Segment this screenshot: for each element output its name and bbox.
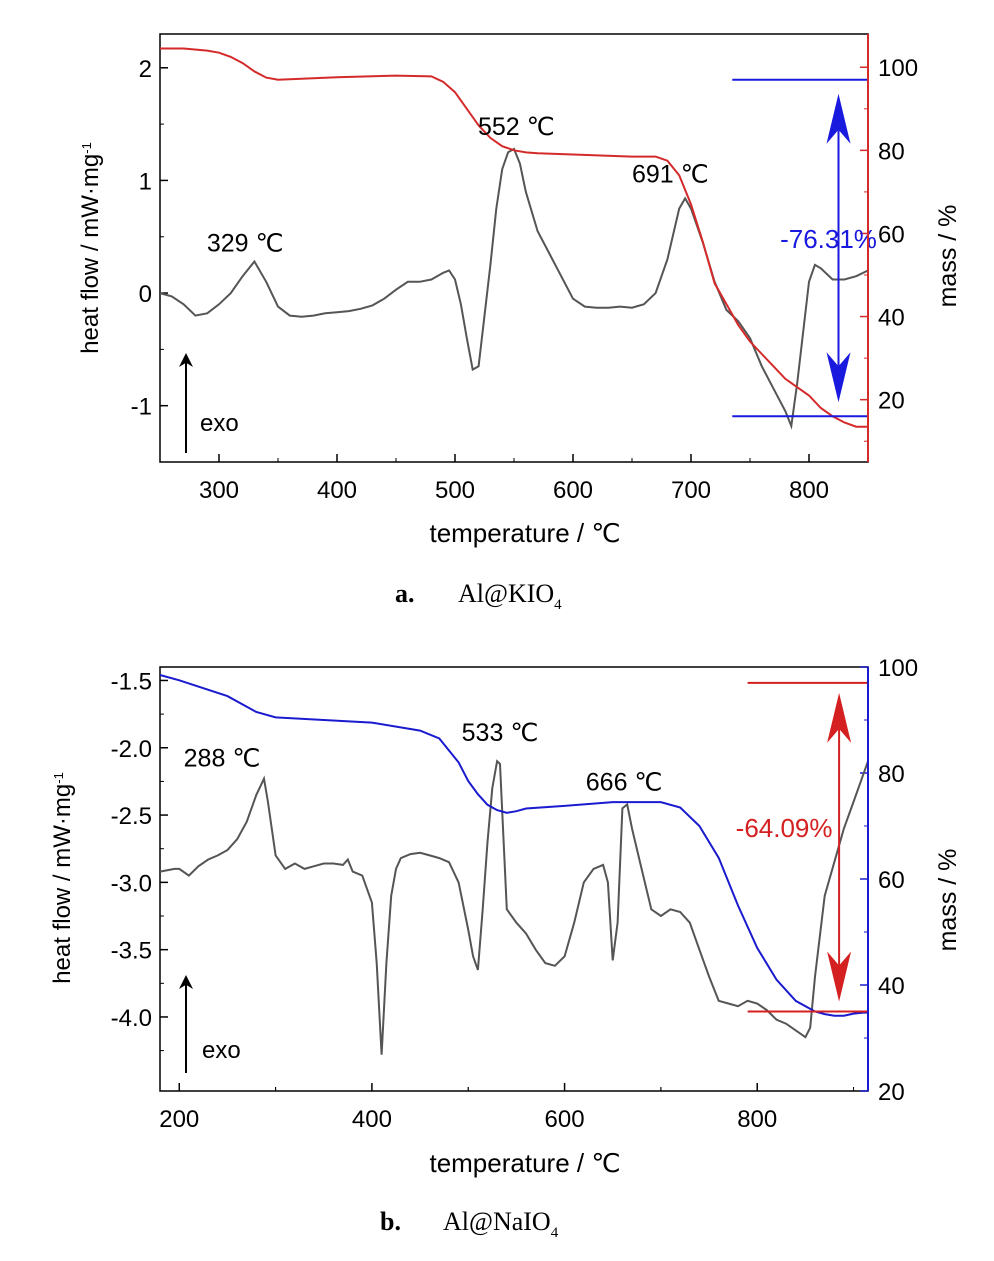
x-tick-label: 300 bbox=[199, 477, 239, 504]
y-right-tick-label: 100 bbox=[878, 55, 918, 82]
caption-b: b. Al@NaIO4 bbox=[380, 1207, 559, 1241]
exo-label: exo bbox=[202, 1037, 241, 1064]
y-axis-left-label: heat flow / mW·mg-1 bbox=[77, 142, 104, 354]
y-axis-right-label: mass / % bbox=[934, 205, 962, 308]
peak-label: 552 ℃ bbox=[478, 113, 555, 141]
x-tick-label: 700 bbox=[671, 477, 711, 504]
y-right-tick-label: 80 bbox=[878, 138, 905, 165]
mass-line bbox=[160, 47, 868, 428]
peak-label: 288 ℃ bbox=[184, 745, 261, 773]
mass-loss-annotation: -76.31% bbox=[732, 78, 877, 418]
y-axis-right: 20 40 60 80 100 bbox=[860, 55, 918, 442]
arrow-down-head bbox=[827, 951, 852, 1002]
x-tick-label: 600 bbox=[545, 1106, 585, 1133]
peak-label: 533 ℃ bbox=[462, 719, 539, 747]
arrow-up-head bbox=[827, 692, 852, 743]
panel-title: Al@KIO4 bbox=[458, 579, 562, 613]
y-left-tick-label: 1 bbox=[139, 168, 152, 195]
mass-line bbox=[159, 674, 868, 1017]
y-axis-right: 20 40 60 80 100 bbox=[860, 655, 918, 1106]
arrow-up-head bbox=[826, 93, 851, 144]
y-axis-left-label: heat flow / mW·mg-1 bbox=[49, 772, 76, 984]
y-axis-left: -4.0 -3.5 -3.0 -2.5 -2.0 -1.5 bbox=[111, 668, 168, 1052]
exo-arrow: exo bbox=[179, 353, 239, 453]
mass-loss-annotation: -64.09% bbox=[736, 681, 868, 1013]
y-left-tick-label: -2.5 bbox=[111, 803, 152, 830]
x-tick-label: 400 bbox=[317, 477, 357, 504]
panel-b: 200 400 600 800 -4.0 -3.5 -3.0 -2.5 -2.0 -1.5 20… bbox=[49, 655, 962, 1241]
y-right-tick-label: 40 bbox=[878, 973, 905, 1000]
panel-label: b. bbox=[380, 1207, 401, 1236]
y-left-tick-label: 2 bbox=[139, 56, 152, 83]
y-axis-right-label: mass / % bbox=[934, 849, 962, 952]
x-tick-label: 600 bbox=[553, 477, 593, 504]
y-left-tick-label: -3.0 bbox=[111, 870, 152, 897]
y-right-tick-label: 40 bbox=[878, 305, 905, 332]
y-left-tick-label: -1 bbox=[131, 394, 152, 421]
heat-flow-line bbox=[159, 147, 869, 430]
x-tick-label: 500 bbox=[435, 477, 475, 504]
x-axis: 200 400 600 800 bbox=[159, 1083, 855, 1133]
x-axis-label: temperature / ℃ bbox=[429, 1148, 620, 1178]
y-left-tick-label: 0 bbox=[139, 281, 152, 308]
mass-loss-label: -64.09% bbox=[736, 813, 833, 843]
peak-label: 691 ℃ bbox=[632, 160, 709, 188]
y-right-tick-label: 20 bbox=[878, 388, 905, 415]
y-left-tick-label: -1.5 bbox=[111, 668, 152, 695]
panel-title: Al@NaIO4 bbox=[443, 1207, 559, 1241]
x-tick-label: 200 bbox=[159, 1106, 199, 1133]
exo-arrow: exo bbox=[179, 975, 241, 1073]
y-axis-left: -1 0 1 2 bbox=[131, 56, 168, 421]
x-tick-label: 800 bbox=[789, 477, 829, 504]
x-tick-label: 800 bbox=[737, 1106, 777, 1133]
x-axis-label: temperature / ℃ bbox=[429, 518, 620, 548]
y-right-tick-label: 20 bbox=[878, 1079, 905, 1106]
y-left-tick-label: -4.0 bbox=[111, 1005, 152, 1032]
x-axis: 300 400 500 600 700 800 bbox=[199, 454, 829, 504]
peak-labels: 329 ℃ 552 ℃ 691 ℃ bbox=[207, 113, 709, 258]
exo-label: exo bbox=[200, 410, 239, 437]
panel-label: a. bbox=[395, 579, 415, 608]
y-left-tick-label: -2.0 bbox=[111, 736, 152, 763]
x-tick-label: 400 bbox=[352, 1106, 392, 1133]
y-right-tick-label: 60 bbox=[878, 221, 905, 248]
panel-a: 300 400 500 600 700 800 -1 0 1 2 20 40 60 80 100 329… bbox=[77, 33, 962, 613]
y-right-tick-label: 80 bbox=[878, 761, 905, 788]
caption-a: a. Al@KIO4 bbox=[395, 579, 562, 613]
y-right-tick-label: 60 bbox=[878, 867, 905, 894]
y-right-tick-label: 100 bbox=[878, 655, 918, 682]
peak-label: 666 ℃ bbox=[586, 768, 663, 796]
peak-label: 329 ℃ bbox=[207, 230, 284, 258]
mass-loss-label: -76.31% bbox=[780, 224, 877, 254]
arrow-down-head bbox=[826, 352, 851, 403]
y-left-tick-label: -3.5 bbox=[111, 938, 152, 965]
heat-flow-line bbox=[159, 759, 869, 1055]
peak-labels: 288 ℃ 533 ℃ 666 ℃ bbox=[184, 719, 663, 796]
